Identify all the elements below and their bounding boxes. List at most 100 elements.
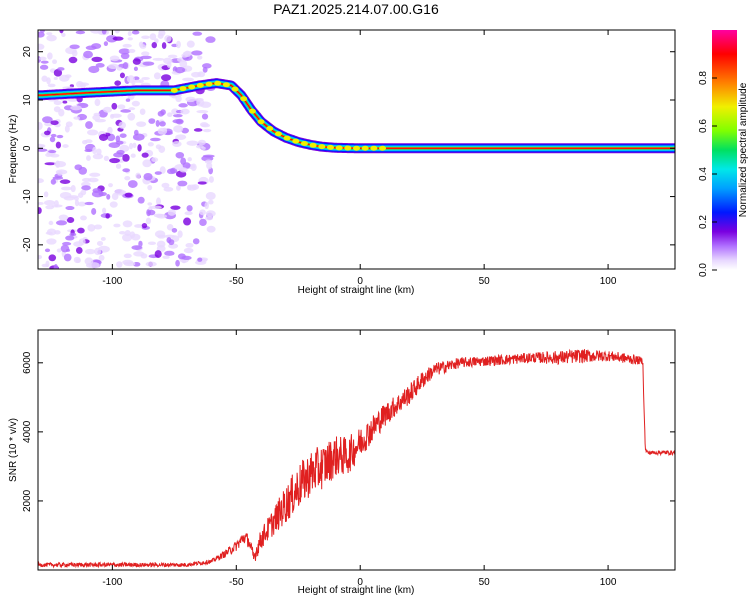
noise-speckle [115, 135, 121, 143]
noise-speckle [173, 125, 184, 133]
noise-speckle [94, 118, 107, 123]
noise-speckle [94, 247, 102, 256]
noise-speckle [116, 149, 125, 155]
noise-speckle [166, 224, 174, 231]
noise-speckle [120, 109, 132, 113]
noise-speckle [124, 175, 131, 181]
noise-speckle [48, 254, 57, 262]
noise-speckle [201, 113, 209, 120]
noise-speckle [172, 140, 182, 148]
noise-speckle [76, 80, 84, 88]
spectrogram-y-axis: -20 -10 0 10 20 [22, 46, 675, 252]
noise-speckle [54, 161, 67, 168]
noise-speckle [44, 162, 56, 166]
noise-speckle [128, 107, 136, 111]
noise-speckle [50, 133, 57, 138]
noise-speckle [46, 32, 53, 36]
noise-speckle [70, 185, 76, 193]
spectrogram-y-label: Frequency (Hz) [8, 115, 19, 184]
noise-speckle [94, 98, 101, 107]
noise-speckle [151, 157, 159, 162]
noise-speckle [46, 77, 51, 85]
noise-speckle [101, 30, 107, 35]
noise-speckle [120, 52, 130, 60]
colorbar-axis: 0.0 0.2 0.4 0.6 0.8 [698, 71, 717, 277]
noise-speckle [53, 100, 62, 106]
noise-speckle [44, 130, 51, 136]
colorbar-tick-label: 0.2 [698, 215, 709, 229]
noise-speckle [204, 159, 213, 164]
noise-speckle [157, 110, 165, 117]
noise-speckle [117, 104, 126, 110]
noise-speckle [131, 245, 143, 251]
noise-speckle [41, 75, 48, 82]
noise-speckle [186, 140, 199, 146]
noise-speckle [45, 152, 52, 157]
noise-speckle [190, 163, 197, 171]
noise-speckle [176, 185, 181, 191]
noise-speckle [96, 240, 104, 246]
noise-speckle [122, 154, 130, 162]
noise-speckle [205, 216, 213, 221]
noise-speckle [177, 180, 188, 187]
noise-speckle [38, 121, 43, 130]
noise-speckle [59, 30, 64, 34]
noise-speckle [59, 74, 70, 82]
noise-speckle [56, 134, 64, 139]
noise-speckle [172, 119, 183, 124]
noise-speckle [55, 141, 62, 149]
noise-speckle [127, 31, 132, 37]
noise-speckle [91, 207, 97, 215]
noise-speckle [113, 223, 121, 228]
snr-y-axis: 2000 4000 6000 [22, 351, 675, 512]
noise-speckle [87, 177, 99, 183]
noise-speckle [175, 134, 187, 140]
noise-speckle [109, 157, 121, 164]
noise-speckle [206, 225, 216, 233]
noise-speckle [136, 121, 147, 127]
noise-speckle [129, 231, 136, 239]
noise-speckle [55, 220, 68, 226]
noise-speckle [84, 139, 93, 144]
noise-speckle [47, 83, 56, 88]
noise-speckle [132, 133, 145, 141]
noise-speckle [147, 185, 153, 191]
ridge-blob [292, 138, 300, 144]
noise-speckle [155, 144, 162, 150]
noise-speckle [80, 215, 87, 221]
ridge-blob [344, 145, 352, 151]
figure-title: PAZ1.2025.214.07.00.G16 [273, 1, 439, 17]
noise-speckle [166, 168, 176, 175]
noise-speckle [206, 162, 213, 170]
noise-speckle [125, 98, 131, 102]
noise-speckle [81, 185, 91, 191]
noise-speckle [62, 241, 72, 246]
noise-speckle [199, 209, 206, 216]
ridge-blob [222, 82, 230, 88]
noise-speckle [38, 43, 45, 50]
ridge-blob [205, 81, 213, 87]
ridge-blob [179, 86, 187, 92]
noise-speckle [119, 231, 126, 235]
noise-speckle [132, 58, 141, 65]
noise-speckle [65, 206, 75, 211]
noise-speckle [85, 121, 93, 129]
noise-speckle [151, 42, 157, 49]
noise-speckle [162, 255, 170, 259]
ridge-blob [231, 86, 239, 92]
noise-speckle [122, 168, 130, 173]
noise-speckle [192, 238, 200, 245]
noise-speckle [84, 201, 94, 206]
noise-speckle [191, 184, 200, 190]
noise-speckle [186, 184, 192, 191]
noise-speckle [75, 246, 83, 254]
noise-speckle [122, 43, 132, 48]
colorbar-label: Normalized spectral amplitude [738, 82, 749, 217]
noise-speckle [40, 60, 49, 64]
noise-speckle [121, 233, 133, 242]
noise-speckle [133, 66, 138, 72]
noise-speckle [202, 63, 212, 69]
noise-speckle [193, 128, 203, 132]
noise-speckle [68, 56, 78, 64]
noise-speckle [57, 67, 65, 71]
